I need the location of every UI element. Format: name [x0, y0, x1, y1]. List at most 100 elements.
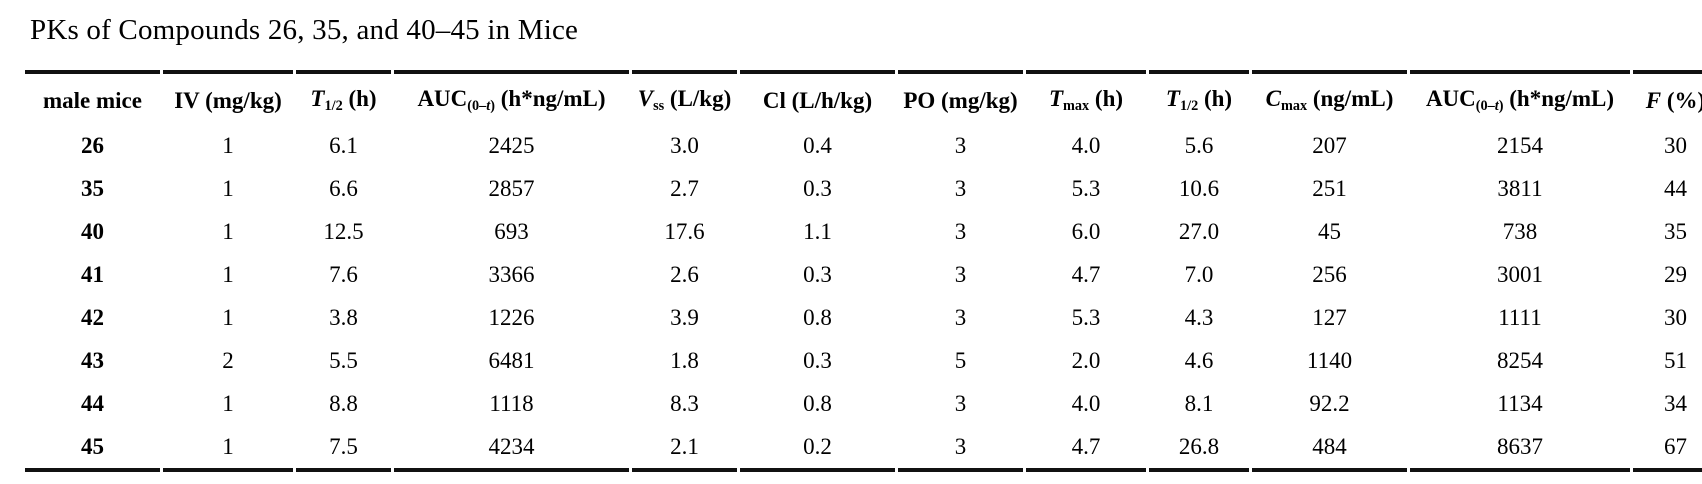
value-cell: 3 [954, 132, 967, 158]
value-cell: 6.1 [329, 132, 358, 158]
value-cell: 0.2 [740, 425, 895, 472]
value-cell: 35 [1664, 218, 1687, 244]
header-text-segment: (%) [1661, 87, 1702, 113]
value-cell: 0.3 [803, 347, 832, 373]
header-text-segment: ) [490, 97, 495, 114]
column-header: male mice [25, 70, 160, 124]
value-cell: 2425 [488, 132, 535, 158]
header-text-segment: ) [1498, 97, 1504, 114]
column-header: AUC(0–t) (h*ng/mL) [1410, 70, 1630, 124]
header-text-segment: IV (mg/kg) [174, 87, 282, 113]
value-cell: 1134 [1497, 390, 1543, 416]
header-text-segment: (h) [342, 86, 377, 111]
value-cell: 251 [1312, 175, 1347, 201]
value-cell: 0.4 [803, 132, 832, 158]
value-cell: 27.0 [1178, 218, 1220, 244]
value-cell: 8637 [1410, 425, 1630, 472]
value-cell: 127 [1312, 304, 1347, 330]
value-cell: 4.0 [1071, 132, 1101, 158]
value-cell: 1.8 [670, 347, 699, 373]
header-text-segment: (0– [467, 97, 487, 114]
table-row: 41 1 7.6 3366 2.6 0.3 3 4.7 7.0 256 3001 29 [25, 253, 1702, 296]
value-cell: 1 [222, 390, 234, 416]
header-text-segment: F [1645, 87, 1662, 113]
value-cell: 3 [954, 261, 967, 287]
value-cell: 0.3 [803, 175, 832, 201]
value-cell: 2154 [1497, 132, 1543, 158]
value-cell: 2.0 [1071, 347, 1101, 373]
value-cell: 4234 [394, 425, 629, 472]
column-header: PO (mg/kg) [898, 70, 1023, 124]
column-header: IV (mg/kg) [163, 70, 293, 124]
header-text-segment: T [310, 86, 325, 111]
header-text-segment: 1/2 [1179, 97, 1199, 114]
table-row: 43 2 5.5 6481 1.8 0.3 5 2.0 4.6 1140 8254 51 [25, 339, 1702, 382]
header-text-segment: (L/kg) [664, 86, 732, 111]
value-cell: 92.2 [1309, 390, 1350, 416]
value-cell: 1111 [1498, 304, 1542, 330]
value-cell: 5.5 [329, 347, 358, 373]
column-header: AUC(0–t) (h*ng/mL) [394, 70, 629, 124]
value-cell: 6.6 [329, 175, 358, 201]
column-header: T1/2 (h) [1149, 70, 1249, 124]
header-text-segment: (h) [1089, 86, 1124, 111]
value-cell: 3.0 [670, 132, 699, 158]
value-cell: 3 [898, 425, 1023, 472]
value-cell: 4.7 [1026, 425, 1146, 472]
value-cell: 5 [954, 347, 967, 373]
value-cell: 3.9 [670, 304, 699, 330]
value-cell: 3366 [488, 261, 535, 287]
header-text-segment: t [1494, 97, 1499, 114]
column-header: F (%) [1633, 70, 1702, 124]
header-text-segment: PO (mg/kg) [903, 87, 1018, 113]
header-text-segment: V [637, 86, 654, 111]
value-cell: 3.8 [329, 304, 358, 330]
value-cell: 45 [1318, 218, 1341, 244]
value-cell: 44 [1664, 175, 1687, 201]
table-row: 35 1 6.6 2857 2.7 0.3 3 5.3 10.6 251 3811 44 [25, 167, 1702, 210]
header-text-segment: t [486, 97, 491, 114]
value-cell: 1 [222, 175, 234, 201]
compound-id-cell: 43 [81, 347, 104, 373]
value-cell: 1 [222, 218, 234, 244]
value-cell: 4.7 [1071, 261, 1101, 287]
value-cell: 693 [494, 218, 529, 244]
value-cell: 1226 [488, 304, 535, 330]
value-cell: 0.8 [803, 304, 832, 330]
value-cell: 3 [954, 304, 967, 330]
value-cell: 5.3 [1071, 304, 1101, 330]
table-row: 42 1 3.8 1226 3.9 0.8 3 5.3 4.3 127 1111 30 [25, 296, 1702, 339]
value-cell: 7.5 [296, 425, 391, 472]
value-cell: 8254 [1497, 347, 1543, 373]
value-cell: 4.0 [1071, 390, 1101, 416]
value-cell: 2.6 [670, 261, 699, 287]
table-row: 40 1 12.5 693 17.6 1.1 3 6.0 27.0 45 738 35 [25, 210, 1702, 253]
header-text-segment: (h*ng/mL) [1503, 86, 1615, 111]
value-cell: 1 [163, 425, 293, 472]
value-cell: 2.1 [632, 425, 737, 472]
value-cell: 3 [954, 175, 967, 201]
value-cell: 2.7 [670, 175, 699, 201]
value-cell: 0.8 [803, 390, 832, 416]
header-text-segment: (0– [1475, 97, 1495, 114]
value-cell: 256 [1312, 261, 1347, 287]
header-text-segment: ss [653, 97, 665, 114]
header-text-segment: T [1048, 86, 1064, 111]
header-text-segment: 1/2 [324, 97, 343, 114]
value-cell: 3 [954, 218, 967, 244]
header-text-segment: (ng/mL) [1307, 86, 1394, 111]
value-cell: 4.6 [1184, 347, 1214, 373]
value-cell: 6.0 [1071, 218, 1101, 244]
value-cell: 738 [1502, 218, 1538, 244]
header-text-segment: max [1280, 97, 1308, 114]
value-cell: 1 [222, 261, 234, 287]
value-cell: 2 [222, 347, 234, 373]
compound-id-cell: 42 [81, 304, 104, 330]
value-cell: 30 [1664, 132, 1687, 158]
compound-id-cell: 26 [81, 132, 104, 158]
header-text-segment: AUC [1425, 86, 1476, 111]
value-cell: 8.3 [670, 390, 699, 416]
header-text-segment: male mice [43, 87, 142, 113]
column-header: T1/2 (h) [296, 70, 391, 124]
